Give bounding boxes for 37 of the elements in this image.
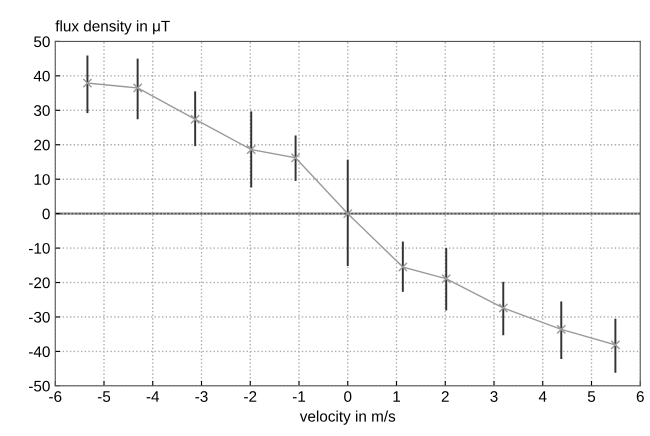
x-tick-label: -1 [292, 391, 306, 402]
y-tick-label: -30 [28, 312, 50, 323]
point [498, 303, 508, 313]
x-axis-title: velocity in m/s [300, 410, 396, 425]
point [398, 262, 408, 272]
point [342, 208, 353, 218]
y-axis-title: flux density in μT [55, 20, 170, 35]
y-tick-label: 30 [34, 105, 50, 116]
x-tick-label: -2 [244, 391, 256, 402]
point [556, 324, 566, 334]
x-tick-label: 1 [393, 391, 400, 402]
point [610, 340, 620, 350]
x-tick-label: -6 [49, 391, 62, 402]
x-tick-label: 3 [490, 391, 498, 402]
y-tick-label: 40 [34, 70, 50, 82]
y-tick-label: -20 [28, 277, 50, 288]
x-tick-label: 4 [538, 391, 547, 402]
point [441, 274, 452, 284]
x-tick-label: -5 [98, 391, 110, 402]
point [246, 144, 256, 154]
x-tick-label: -3 [195, 391, 208, 402]
y-tick-label: -40 [28, 346, 50, 358]
y-tick-label: 20 [34, 140, 50, 150]
x-tick-label: 5 [588, 391, 596, 402]
x-tick-label: 0 [344, 391, 352, 402]
point [82, 78, 92, 88]
point [190, 114, 200, 124]
y-tick-label: -10 [28, 242, 50, 254]
point [132, 83, 142, 93]
x-tick-label: 6 [636, 391, 644, 402]
point [290, 152, 300, 163]
y-tick-label: 10 [34, 174, 50, 185]
x-tick-label: -4 [146, 391, 160, 402]
y-tick-label: 0 [42, 208, 50, 220]
y-tick-label: 50 [34, 36, 50, 48]
x-tick-label: 2 [442, 391, 449, 402]
y-tick-label: -50 [28, 380, 50, 392]
